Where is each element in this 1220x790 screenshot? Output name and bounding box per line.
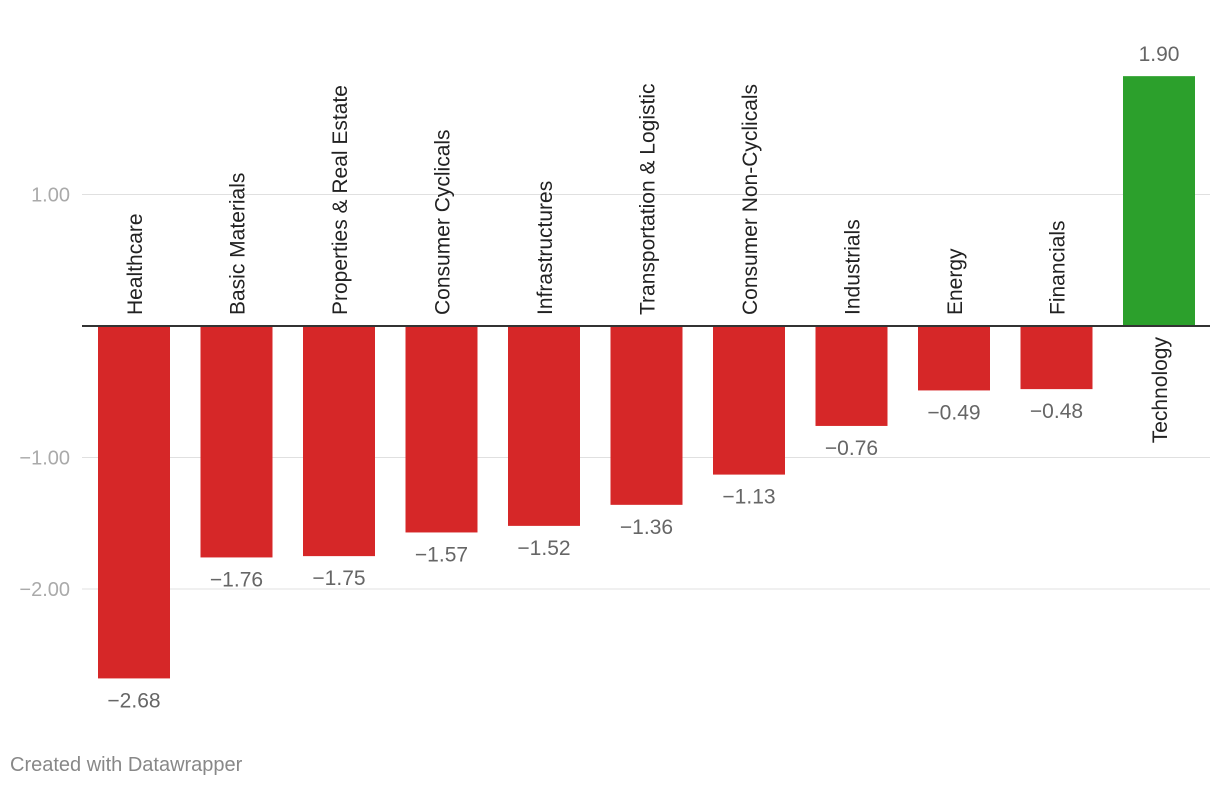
value-label: −0.48: [1030, 400, 1083, 423]
bar: [610, 326, 683, 505]
category-label: Consumer Non-Cyclicals: [739, 84, 762, 315]
bar: [405, 326, 478, 533]
value-label: −1.76: [210, 568, 263, 591]
category-label: Industrials: [842, 219, 865, 315]
y-tick-label: −1.00: [19, 448, 70, 470]
value-label: −1.52: [517, 537, 570, 560]
datawrapper-credit: Created with Datawrapper: [10, 754, 243, 776]
value-label: −1.75: [312, 567, 365, 590]
category-label: Energy: [944, 248, 967, 315]
value-label: −0.49: [927, 401, 980, 424]
bar: [98, 326, 170, 679]
bar: [1123, 76, 1195, 327]
value-label: −0.76: [825, 437, 878, 460]
category-label: Consumer Cyclicals: [432, 129, 455, 315]
category-label: Basic Materials: [227, 173, 250, 315]
category-label: Properties & Real Estate: [329, 85, 352, 315]
bar: [918, 326, 990, 391]
value-label: −1.13: [722, 486, 775, 509]
bar: [200, 326, 273, 558]
bar: [508, 326, 580, 526]
value-label: −2.68: [107, 689, 160, 712]
bar: [815, 326, 888, 426]
bar: [713, 326, 785, 475]
value-label: 1.90: [1139, 43, 1180, 66]
category-label: Infrastructures: [534, 181, 557, 315]
bar-chart: 1.00 −1.00 −2.00 −2.68 Healthcare −1.76 Basic …: [19, 43, 1210, 712]
category-label: Transportation & Logistic: [637, 83, 660, 315]
category-label: Healthcare: [124, 213, 147, 315]
value-label: −1.57: [415, 543, 468, 566]
bar: [303, 326, 375, 557]
y-tick-label: 1.00: [31, 185, 70, 207]
category-label: Financials: [1047, 220, 1070, 315]
category-label: Technology: [1149, 337, 1172, 444]
value-label: −1.36: [620, 516, 673, 539]
bar: [1020, 326, 1093, 390]
y-tick-label: −2.00: [19, 579, 70, 601]
